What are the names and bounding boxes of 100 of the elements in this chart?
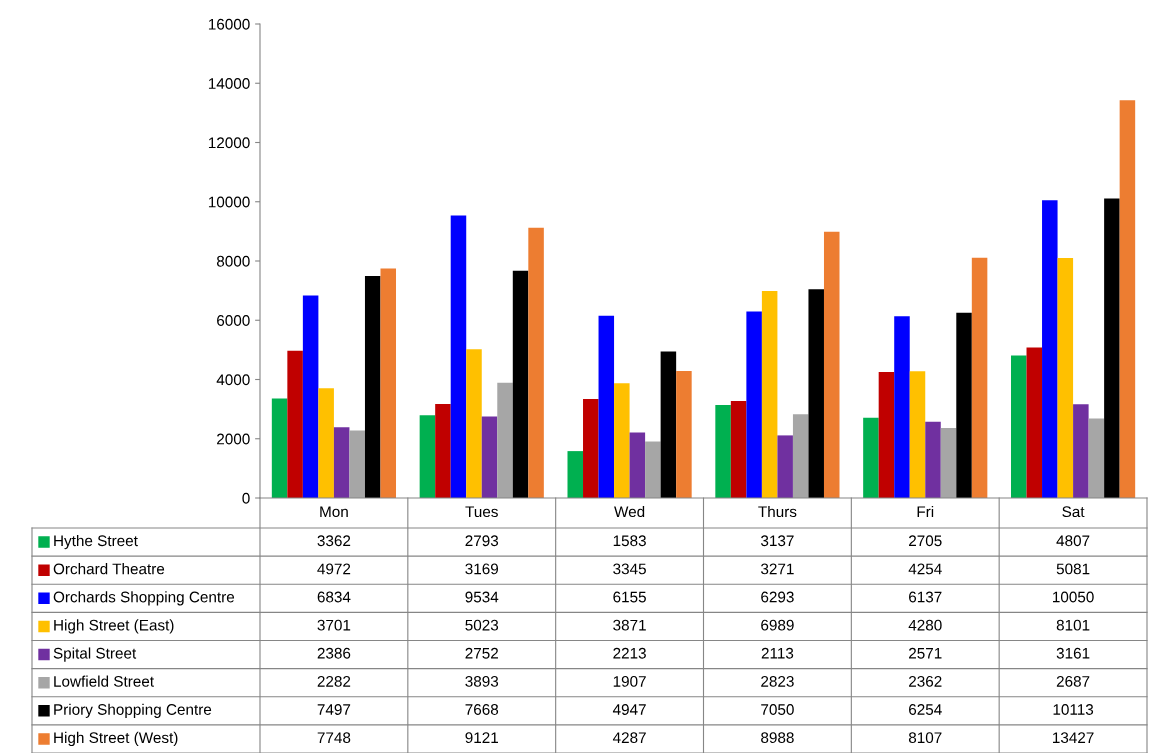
data-label: 2793 [465,535,499,547]
y-tick-label: 4000 [216,374,250,386]
data-label: 2823 [761,675,794,687]
bar [808,289,824,498]
bar [1088,418,1105,498]
data-label: 4972 [317,563,351,575]
data-label: 3362 [317,535,351,547]
legend-label: High Street (West) [54,731,178,747]
bar [481,416,498,498]
bar [271,398,288,498]
data-label: 2362 [909,675,942,687]
bar [1104,198,1120,498]
data-label: 3271 [761,563,794,575]
bar [823,231,840,498]
data-label: 3169 [465,563,499,575]
data-label: 4254 [908,563,942,575]
bar [1057,258,1074,498]
bar [863,417,879,498]
bar [629,432,646,498]
bar [746,311,762,498]
data-label: 6293 [761,591,794,603]
x-tick-label: Mon [320,506,348,518]
bar [380,268,397,498]
data-label: 7497 [317,704,351,715]
y-tick-label: 14000 [208,78,250,89]
legend-label: Lowfield Street [54,675,154,687]
data-label: 7050 [761,704,794,715]
bar [1026,347,1043,498]
y-tick-label: 2000 [217,433,250,445]
data-label: 6989 [761,619,794,631]
data-label: 2571 [909,647,942,659]
bar [1042,200,1058,498]
data-label: 8107 [908,732,942,744]
data-label: 6254 [909,704,942,715]
bar [925,421,941,498]
legend-label: Spital Street [53,647,137,662]
bar [777,435,793,498]
bar [1010,355,1027,498]
bar [792,414,809,498]
bar [318,388,334,498]
data-label: 4807 [1056,535,1090,547]
bar [614,383,630,498]
data-label: 4280 [908,619,942,631]
data-label: 1907 [613,675,646,687]
data-label: 3893 [465,675,499,687]
bar [450,215,467,498]
data-label: 3871 [613,619,646,631]
y-tick-label: 8000 [216,255,250,267]
x-tick-label: Wed [614,505,645,518]
data-label: 5081 [1056,563,1090,575]
bar [1073,404,1089,498]
data-label: 2113 [761,647,794,659]
data-label: 2282 [317,675,351,687]
bar [971,257,988,498]
data-label: 6834 [317,591,351,603]
bar [349,430,365,498]
bar [1119,100,1136,498]
legend-label: Orchard Theatre [53,563,165,575]
legend-label: Orchards Shopping Centre [53,591,235,606]
data-label: 8988 [761,732,794,744]
bar [730,401,747,498]
data-label: 3137 [761,535,794,547]
data-label: 2213 [613,647,646,659]
data-label: 3345 [613,563,646,575]
bar [567,451,584,498]
y-tick-label: 10000 [208,196,250,208]
x-tick-label: Fri [917,505,934,517]
bar [435,404,451,498]
data-label: 2386 [317,647,351,659]
data-label: 1583 [613,535,646,547]
data-label: 9121 [465,732,498,744]
bar [645,441,661,498]
y-tick-label: 16000 [208,18,250,30]
data-label: 4287 [612,732,646,744]
x-tick-label: Sat [1062,506,1085,518]
data-label: 9534 [465,591,499,603]
legend-label: Priory Shopping Centre [54,703,212,718]
data-label: 6137 [909,591,942,603]
y-tick-label: 12000 [208,137,250,149]
data-label: 3701 [317,619,351,631]
bar [715,405,731,498]
bar [419,415,436,498]
y-tick-label: 0 [242,492,250,504]
bar [598,315,615,498]
data-label: 13427 [1053,732,1094,744]
bar [940,428,957,498]
x-tick-label: Tues [465,506,498,518]
data-label: 7748 [317,732,351,744]
data-label: 2752 [465,647,498,659]
bar [512,270,529,498]
data-label: 10113 [1053,704,1094,715]
y-tick-label: 6000 [217,315,250,326]
bar [761,290,778,498]
data-label: 7668 [465,704,499,715]
data-label: 2687 [1056,675,1090,687]
bar [333,427,350,498]
legend-label: Hythe Street [54,534,138,550]
bar [497,382,513,498]
bar [364,275,381,498]
data-label: 3161 [1056,647,1090,659]
